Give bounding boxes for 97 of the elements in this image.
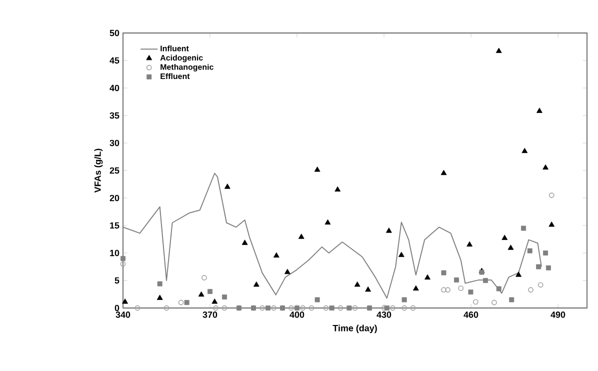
point [536,108,542,113]
point [156,294,163,300]
point [496,48,502,53]
point [284,268,290,274]
point [548,192,554,198]
point [157,281,162,286]
point [178,300,184,306]
point [164,305,170,311]
point [222,294,227,300]
point [516,272,522,277]
point [398,252,404,257]
x-tick-label: 460 [464,312,478,318]
y-tick-label: 35 [110,112,120,119]
y-tick-label: 10 [110,250,120,256]
point [458,286,464,291]
point [445,287,450,293]
point [483,278,488,283]
point [441,270,446,276]
point [300,305,306,311]
point [365,286,372,292]
point [298,234,304,239]
point [542,164,548,170]
point [184,300,190,305]
point [324,219,331,225]
y-axis-title: VFAs (g/L) [94,148,103,193]
point [412,285,419,291]
y-tick-label: 5 [114,277,120,284]
x-tick-label: 370 [202,312,218,318]
point [538,282,544,288]
point [466,241,473,247]
point [472,299,478,305]
point [527,248,532,254]
x-axis-title: Time (day) [332,324,377,334]
point [253,282,260,287]
point [386,228,392,233]
point [271,305,276,311]
y-tick-label: 15 [110,222,120,229]
point [334,186,341,192]
point [120,256,126,261]
point [441,287,446,293]
point [224,184,230,189]
y-tick-label: 45 [110,57,120,64]
x-tick-label: 400 [290,312,304,318]
y-tick-label: 0 [114,304,120,312]
point [354,282,360,287]
y-tick-label: 30 [110,140,120,146]
point [509,297,514,302]
point [202,275,207,280]
point [502,234,508,240]
point [198,291,204,297]
point [543,250,548,256]
point [213,305,218,311]
point [496,286,502,292]
point [492,300,497,306]
point [410,305,416,311]
point [338,305,344,311]
point [402,297,407,302]
point [454,277,459,282]
point [508,244,514,250]
point [308,305,314,311]
point [314,166,320,172]
y-tick-label: 20 [110,194,120,202]
point [329,306,334,310]
point [528,287,534,293]
point [208,289,212,294]
point [120,261,126,267]
point [122,298,128,304]
point [212,298,218,304]
point [352,305,358,311]
point [260,305,265,311]
y-tick-label: 40 [110,84,120,92]
point [222,305,228,311]
point [266,306,270,310]
point [440,170,447,176]
point [384,306,390,310]
point [536,264,542,270]
point [288,305,294,311]
y-tick-label: 25 [110,167,120,174]
point [294,306,300,310]
point [402,305,407,311]
point [390,305,396,311]
point [468,290,474,295]
point [522,148,528,154]
point [134,305,140,311]
point [546,265,551,270]
x-tick-label: 340 [116,312,130,318]
x-tick-label: 430 [376,312,392,318]
x-tick-label: 490 [550,312,566,318]
point [521,226,526,231]
point [548,222,555,227]
point [314,297,320,302]
point [346,306,352,310]
point [242,240,248,245]
point [323,305,329,311]
point [273,252,280,258]
point [424,274,430,280]
y-tick-label: 50 [110,30,120,36]
